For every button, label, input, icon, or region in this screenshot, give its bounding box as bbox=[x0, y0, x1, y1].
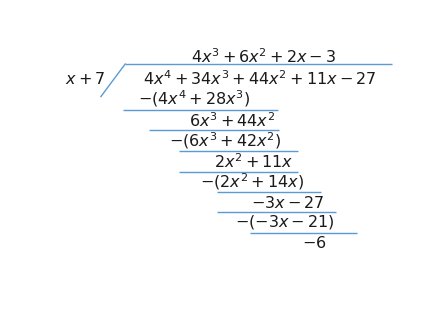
Text: $2x^2 + 11x$: $2x^2 + 11x$ bbox=[214, 152, 293, 171]
Text: $-(-3x - 21)$: $-(-3x - 21)$ bbox=[235, 213, 334, 231]
Text: $x + 7$: $x + 7$ bbox=[65, 71, 105, 87]
Text: $-3x - 27$: $-3x - 27$ bbox=[251, 195, 325, 211]
Text: $-6$: $-6$ bbox=[302, 235, 326, 252]
Text: $-(2x^2 + 14x)$: $-(2x^2 + 14x)$ bbox=[200, 172, 304, 192]
Text: $-(6x^3 + 42x^2)$: $-(6x^3 + 42x^2)$ bbox=[169, 130, 282, 151]
Text: $4x^4 + 34x^3 + 44x^2 + 11x - 27$: $4x^4 + 34x^3 + 44x^2 + 11x - 27$ bbox=[143, 70, 377, 88]
Text: $6x^3 + 44x^2$: $6x^3 + 44x^2$ bbox=[190, 111, 276, 130]
Text: $4x^3 + 6x^2 + 2x - 3$: $4x^3 + 6x^2 + 2x - 3$ bbox=[191, 47, 336, 66]
Text: $-(4x^4 + 28x^3)$: $-(4x^4 + 28x^3)$ bbox=[138, 89, 251, 110]
